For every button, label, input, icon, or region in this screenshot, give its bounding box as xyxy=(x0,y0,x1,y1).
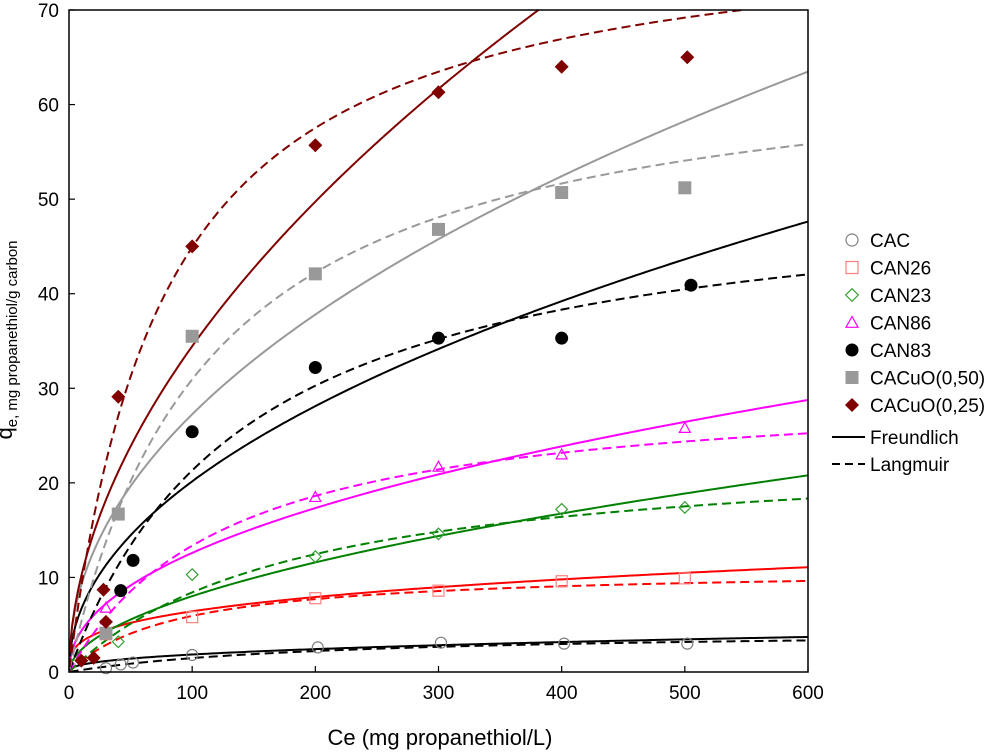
y-tick-label: 50 xyxy=(38,190,59,211)
data-point xyxy=(431,527,446,541)
langmuir-fit-curve xyxy=(69,432,808,672)
data-point xyxy=(678,572,691,585)
data-point xyxy=(185,567,199,582)
data-point xyxy=(126,656,140,669)
data-point xyxy=(554,59,569,74)
data-point xyxy=(308,490,322,503)
data-point xyxy=(308,360,322,374)
y-axis-title-subscript: e, mg propanethiol/g carbon xyxy=(4,240,21,427)
y-tick-label: 10 xyxy=(38,568,59,589)
data-point xyxy=(434,636,448,649)
freundlich-fit-curve xyxy=(69,474,808,668)
data-point xyxy=(111,389,126,404)
data-point xyxy=(555,331,569,345)
data-point xyxy=(308,138,323,153)
data-point xyxy=(555,502,569,516)
data-point xyxy=(681,637,694,650)
legend-label: CAN23 xyxy=(870,286,931,307)
y-axis-title: qe, mg propanethiol/g carbon xyxy=(0,240,21,439)
legend-label: Langmuir xyxy=(870,455,950,476)
legend-label: CAN83 xyxy=(870,341,931,362)
x-tick-label: 100 xyxy=(176,683,208,704)
data-point xyxy=(186,611,199,624)
data-point xyxy=(555,447,569,460)
legend-marker xyxy=(845,260,859,275)
legend-label: Freundlich xyxy=(870,428,959,449)
data-point xyxy=(678,421,692,434)
data-point xyxy=(555,186,569,200)
y-axis-title-main: q xyxy=(0,427,17,439)
data-point xyxy=(432,222,445,236)
legend-marker xyxy=(844,287,860,303)
freundlich-fit-curve xyxy=(69,398,808,662)
data-point xyxy=(114,658,127,671)
freundlich-fit-curve xyxy=(69,70,808,651)
freundlich-fit-curve xyxy=(69,635,808,671)
data-point xyxy=(684,278,698,292)
langmuir-fit-curve xyxy=(69,497,808,672)
langmuir-fit-curve xyxy=(69,579,808,672)
data-point xyxy=(308,267,322,281)
data-point xyxy=(111,635,125,649)
legend-marker xyxy=(844,397,860,413)
legend-label: CACuO(0,50) xyxy=(870,369,985,390)
x-tick-label: 400 xyxy=(546,683,578,704)
data-point xyxy=(558,637,571,650)
data-point xyxy=(185,329,199,343)
y-tick-label: 20 xyxy=(38,474,59,495)
data-point xyxy=(186,648,199,662)
y-tick-label: 0 xyxy=(48,663,59,684)
legend: CAC CAN26 CAN23 CAN86 CAN83 CACuO(0,50) CACuO(… xyxy=(832,231,985,476)
data-point xyxy=(86,650,101,665)
freundlich-fit-curve xyxy=(69,220,808,658)
data-point xyxy=(96,582,111,597)
y-tick-label: 60 xyxy=(38,96,59,117)
data-point xyxy=(432,331,445,345)
x-tick-label: 500 xyxy=(669,683,701,704)
legend-label: CAN86 xyxy=(870,314,931,335)
legend-marker xyxy=(845,233,859,247)
legend-marker xyxy=(844,315,860,328)
data-point xyxy=(74,653,89,668)
axis-ticks: 0 100 200 300 400 500 600 0 10 20 30 40 50 60 70 xyxy=(38,1,824,704)
x-tick-label: 600 xyxy=(792,683,824,704)
langmuir-fit-curve xyxy=(69,143,808,670)
data-point xyxy=(111,507,125,521)
langmuir-fit-curve xyxy=(69,639,808,672)
legend-marker xyxy=(845,343,859,357)
legend-label: CAC xyxy=(870,231,910,252)
y-tick-label: 40 xyxy=(38,285,59,306)
data-point xyxy=(185,425,199,439)
data-point xyxy=(555,575,568,588)
legend-label: CAN26 xyxy=(870,259,931,280)
legend-label: CACuO(0,25) xyxy=(870,396,985,417)
data-point xyxy=(309,592,322,605)
y-tick-label: 30 xyxy=(38,379,59,400)
data-point xyxy=(431,85,446,100)
x-axis-title: Ce (mg propanethiol/L) xyxy=(327,725,552,750)
x-tick-label: 300 xyxy=(423,683,455,704)
data-point xyxy=(431,460,446,472)
data-point xyxy=(114,584,128,598)
data-point xyxy=(678,181,692,195)
data-point xyxy=(99,626,113,640)
data-point xyxy=(308,549,322,564)
x-tick-label: 200 xyxy=(299,683,331,704)
data-point xyxy=(680,50,695,65)
legend-marker xyxy=(845,371,859,384)
data-point xyxy=(678,500,692,515)
data-point xyxy=(311,641,324,654)
data-points xyxy=(74,50,698,675)
data-point xyxy=(99,662,113,675)
x-tick-label: 0 xyxy=(64,683,75,704)
data-point xyxy=(185,239,200,254)
y-tick-label: 70 xyxy=(38,1,59,22)
data-point xyxy=(126,553,140,567)
data-point xyxy=(99,600,113,613)
data-point xyxy=(432,584,445,597)
data-point xyxy=(98,614,113,629)
